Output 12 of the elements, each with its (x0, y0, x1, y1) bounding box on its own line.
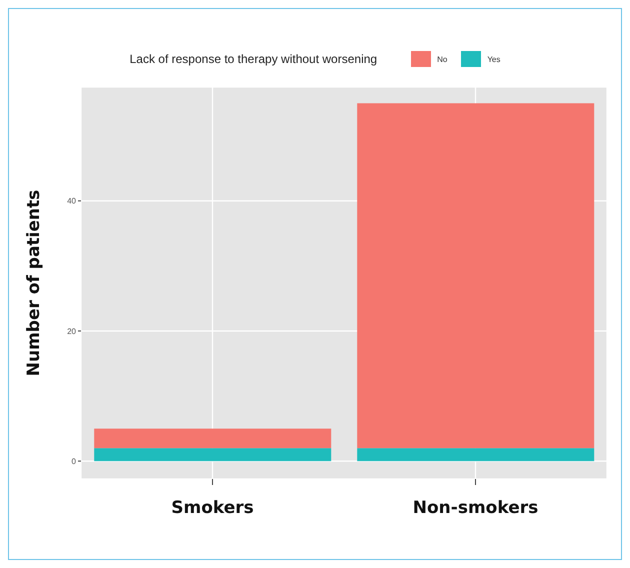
y-tick-label: 40 (67, 196, 77, 206)
bar (94, 428, 332, 448)
y-tick-label: 0 (72, 456, 77, 466)
y-tick-label: 20 (67, 326, 77, 336)
legend-title: Lack of response to therapy without worsening (130, 52, 378, 66)
x-tick-label: Smokers (171, 498, 254, 518)
x-tick-label: Non-smokers (412, 498, 538, 518)
y-axis-title: Number of patients (24, 190, 44, 376)
bar (94, 448, 332, 462)
bar (357, 448, 594, 462)
legend-label: No (437, 54, 448, 64)
legend-label: Yes (487, 54, 500, 64)
